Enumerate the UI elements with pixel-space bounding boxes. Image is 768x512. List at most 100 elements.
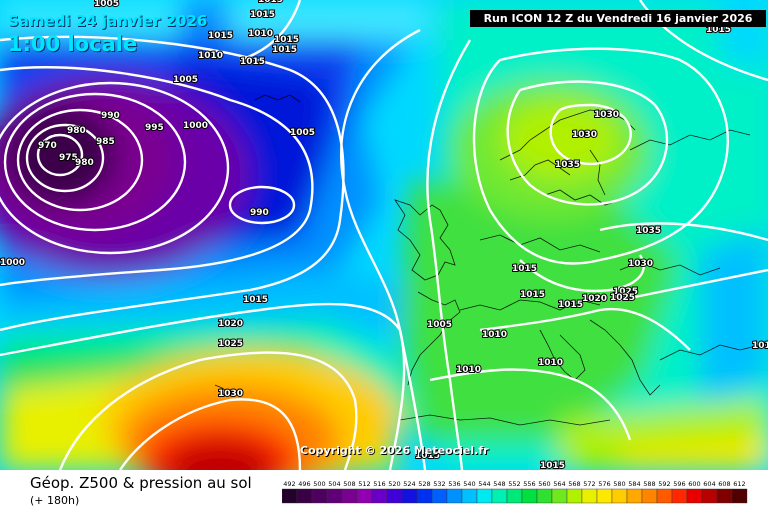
isobar-label: 1025 [610, 293, 635, 303]
scale-tick-label: 576 [598, 480, 610, 488]
scale-tick-label: 560 [538, 480, 550, 488]
isobar-labels: 1005 1015 1015 1015 1010 1010 1015 1015 … [0, 0, 768, 470]
scale-swatch [341, 488, 358, 504]
isobar-label: 1020 [218, 319, 243, 329]
scale-tick-label: 544 [478, 480, 490, 488]
scale-swatch [356, 488, 373, 504]
scale-tick-label: 536 [448, 480, 460, 488]
scale-tick-label: 516 [373, 480, 385, 488]
scale-tick-label: 556 [523, 480, 535, 488]
isobar-label: 1015 [415, 451, 440, 461]
isobar-label: 985 [96, 137, 115, 147]
forecast-date: Samedi 24 janvier 2026 1:00 locale [8, 12, 207, 56]
isobar-label: 1010 [538, 358, 563, 368]
scale-swatch [596, 488, 613, 504]
isobar-label: 1015 [258, 0, 283, 5]
scale-swatch [326, 488, 343, 504]
isobar-label: 1030 [628, 259, 653, 269]
scale-swatch [446, 488, 463, 504]
isobar-label: 1010 [482, 330, 507, 340]
scale-swatch [491, 488, 508, 504]
isobar-label: 1030 [572, 130, 597, 140]
scale-swatch [671, 488, 688, 504]
scale-tick-label: 600 [688, 480, 700, 488]
isobar-label: 1020 [582, 294, 607, 304]
scale-tick-label: 604 [703, 480, 715, 488]
isobar-label: 990 [101, 111, 120, 121]
isobar-label: 1010 [248, 29, 273, 39]
isobar-label: 1015 [272, 45, 297, 55]
scale-swatch [416, 488, 433, 504]
scale-swatch [461, 488, 478, 504]
scale-swatch [401, 488, 418, 504]
isobar-label: 1010 [198, 51, 223, 61]
isobar-label: 1015 [512, 264, 537, 274]
scale-tick-label: 580 [613, 480, 625, 488]
isobar-label: 990 [250, 208, 269, 218]
scale-tick-label: 552 [508, 480, 520, 488]
isobar-label: 1000 [0, 258, 25, 268]
scale-swatch [551, 488, 568, 504]
isobar-label: 1015 [558, 300, 583, 310]
scale-swatch [371, 488, 388, 504]
scale-tick-label: 496 [298, 480, 310, 488]
forecast-lead-time: (+ 180h) [30, 494, 80, 507]
scale-tick-label: 592 [658, 480, 670, 488]
isobar-label: 1030 [594, 110, 619, 120]
isobar-label: 980 [67, 126, 86, 136]
scale-tick-label: 520 [388, 480, 400, 488]
scale-tick-label: 500 [313, 480, 325, 488]
isobar-label: 1025 [218, 339, 243, 349]
isobar-label: 1015 [540, 461, 565, 470]
scale-swatch [431, 488, 448, 504]
scale-swatch [626, 488, 643, 504]
scale-tick-label: 548 [493, 480, 505, 488]
scale-swatch [611, 488, 628, 504]
geopotential-field [0, 0, 768, 470]
color-scale: 492 496 500 504 508 512 516 520 524 528 532 536 540 5… [282, 480, 748, 504]
isobar-label: 1005 [173, 75, 198, 85]
scale-tick-label: 608 [718, 480, 730, 488]
copyright-notice: Copyright © 2026 Meteociel.fr [300, 444, 489, 457]
scale-swatch [476, 488, 493, 504]
map-title: Géop. Z500 & pression au sol [30, 474, 252, 492]
scale-swatch [296, 488, 313, 504]
scale-swatch [566, 488, 583, 504]
isobar-label: 1025 [613, 287, 638, 297]
scale-swatch [506, 488, 523, 504]
scale-swatch [686, 488, 703, 504]
forecast-time: 1:00 locale [8, 32, 138, 56]
isobar-label: 1000 [183, 121, 208, 131]
isobar-label: 995 [145, 123, 164, 133]
model-run-info: Run ICON 12 Z du Vendredi 16 janvier 202… [470, 10, 766, 27]
isobar-label: 1030 [218, 389, 243, 399]
forecast-date-line: Samedi 24 janvier 2026 [8, 12, 208, 30]
isobar-label: 1005 [427, 320, 452, 330]
scale-tick-label: 612 [733, 480, 745, 488]
isobar-label: 1015 [752, 341, 768, 351]
isobar-label: 1035 [636, 226, 661, 236]
isobar-label: 1015 [243, 295, 268, 305]
scale-tick-label: 568 [568, 480, 580, 488]
scale-swatch [536, 488, 553, 504]
scale-tick-label: 492 [283, 480, 295, 488]
scale-swatch [716, 488, 733, 504]
isobar-label: 1005 [94, 0, 119, 9]
scale-tick-label: 508 [343, 480, 355, 488]
isobar-label: 1015 [706, 25, 731, 35]
scale-tick-label: 540 [463, 480, 475, 488]
isobar-label: 1015 [274, 35, 299, 45]
isobar-label: 1005 [290, 128, 315, 138]
scale-swatch [701, 488, 718, 504]
scale-swatch [656, 488, 673, 504]
scale-tick-label: 512 [358, 480, 370, 488]
scale-tick-label: 584 [628, 480, 640, 488]
scale-swatch [386, 488, 403, 504]
isobar-label: 980 [75, 158, 94, 168]
isobar-label: 1015 [250, 10, 275, 20]
scale-tick-label: 504 [328, 480, 340, 488]
scale-swatch [641, 488, 658, 504]
isobar-label: 1035 [555, 160, 580, 170]
scale-tick-label: 524 [403, 480, 415, 488]
